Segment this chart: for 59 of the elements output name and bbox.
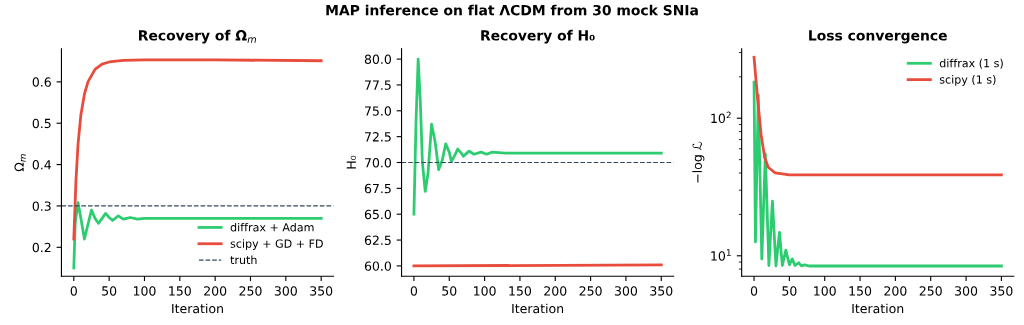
x-tick-label: 250 xyxy=(579,286,602,296)
x-tick-label: 100 xyxy=(133,286,156,296)
x-tick-label: 150 xyxy=(509,286,532,296)
x-tick-label: 0 xyxy=(70,286,77,296)
text: MAP inference on flat ΛCDM from 30 mock SNIa xyxy=(326,4,698,16)
y-tick-label: 0.5 xyxy=(32,118,51,129)
x-tick-label: 150 xyxy=(849,286,872,296)
legend-label: diffrax (1 s) xyxy=(939,58,1003,69)
y-tick-label: 0.4 xyxy=(32,160,52,170)
x-tick-label: 200 xyxy=(544,286,567,296)
legend-label: diffrax + Adam xyxy=(230,222,314,232)
y-tick-label: 70.0 xyxy=(365,157,391,168)
chart-title: Loss convergence xyxy=(809,30,947,44)
y-tick-label: 72.5 xyxy=(365,132,391,142)
legend-label: scipy (1 s) xyxy=(939,75,996,86)
x-tick-label: 50 xyxy=(782,286,797,296)
x-axis-title: Iteration xyxy=(172,303,223,314)
x-tick-label: 150 xyxy=(169,286,191,296)
y-axis-title: H₀ xyxy=(346,155,356,169)
y-tick-label: 0.2 xyxy=(32,242,51,253)
x-axis-title: Iteration xyxy=(852,303,904,314)
x-tick-label: 300 xyxy=(614,286,638,296)
x-tick-label: 100 xyxy=(814,286,836,296)
y-tick-label: 77.5 xyxy=(365,80,391,90)
x-axis-title: Iteration xyxy=(512,303,564,314)
y-tick-label: 75.0 xyxy=(365,106,391,116)
y-tick-label: 65.0 xyxy=(364,209,391,220)
y-tick-label: 60.0 xyxy=(364,261,391,271)
x-tick-label: 250 xyxy=(239,286,262,296)
x-tick-label: 350 xyxy=(990,286,1013,296)
y-tick-label: 62.5 xyxy=(364,235,391,245)
x-tick-label: 300 xyxy=(955,286,978,296)
y-axis-title: −log ℒ xyxy=(692,141,705,183)
y-tick-label: 80.0 xyxy=(364,54,391,65)
chart-title: Recovery of H₀ xyxy=(481,29,595,44)
x-tick-label: 350 xyxy=(310,286,333,296)
x-tick-label: 350 xyxy=(650,286,673,296)
y-tick-label: 10$^{2}$ xyxy=(711,111,731,124)
y-tick-label: 0.3 xyxy=(32,201,51,211)
line-series xyxy=(412,57,663,216)
x-tick-label: 300 xyxy=(274,286,297,296)
x-tick-label: 0 xyxy=(750,286,758,296)
x-tick-label: 50 xyxy=(442,286,457,296)
x-tick-label: 200 xyxy=(884,286,907,296)
x-tick-label: 50 xyxy=(102,286,117,296)
y-tick-label: 0.6 xyxy=(32,77,51,87)
line-series xyxy=(72,201,323,270)
x-tick-label: 250 xyxy=(919,286,942,296)
x-tick-label: 200 xyxy=(204,286,227,296)
line-series xyxy=(72,58,323,241)
y-tick-label: 67.5 xyxy=(364,183,391,194)
x-tick-label: 0 xyxy=(410,286,418,296)
y-axis-title: Ω$_{m}$ xyxy=(14,154,26,172)
legend-label: scipy + GD + FD xyxy=(230,239,323,250)
legend-label: truth xyxy=(230,255,257,265)
x-tick-label: 100 xyxy=(474,286,496,296)
line-series xyxy=(752,55,1003,177)
y-tick-label: 10$^{1}$ xyxy=(711,249,731,261)
chart-title: Recovery of Ω$_{m}$ xyxy=(139,29,257,44)
